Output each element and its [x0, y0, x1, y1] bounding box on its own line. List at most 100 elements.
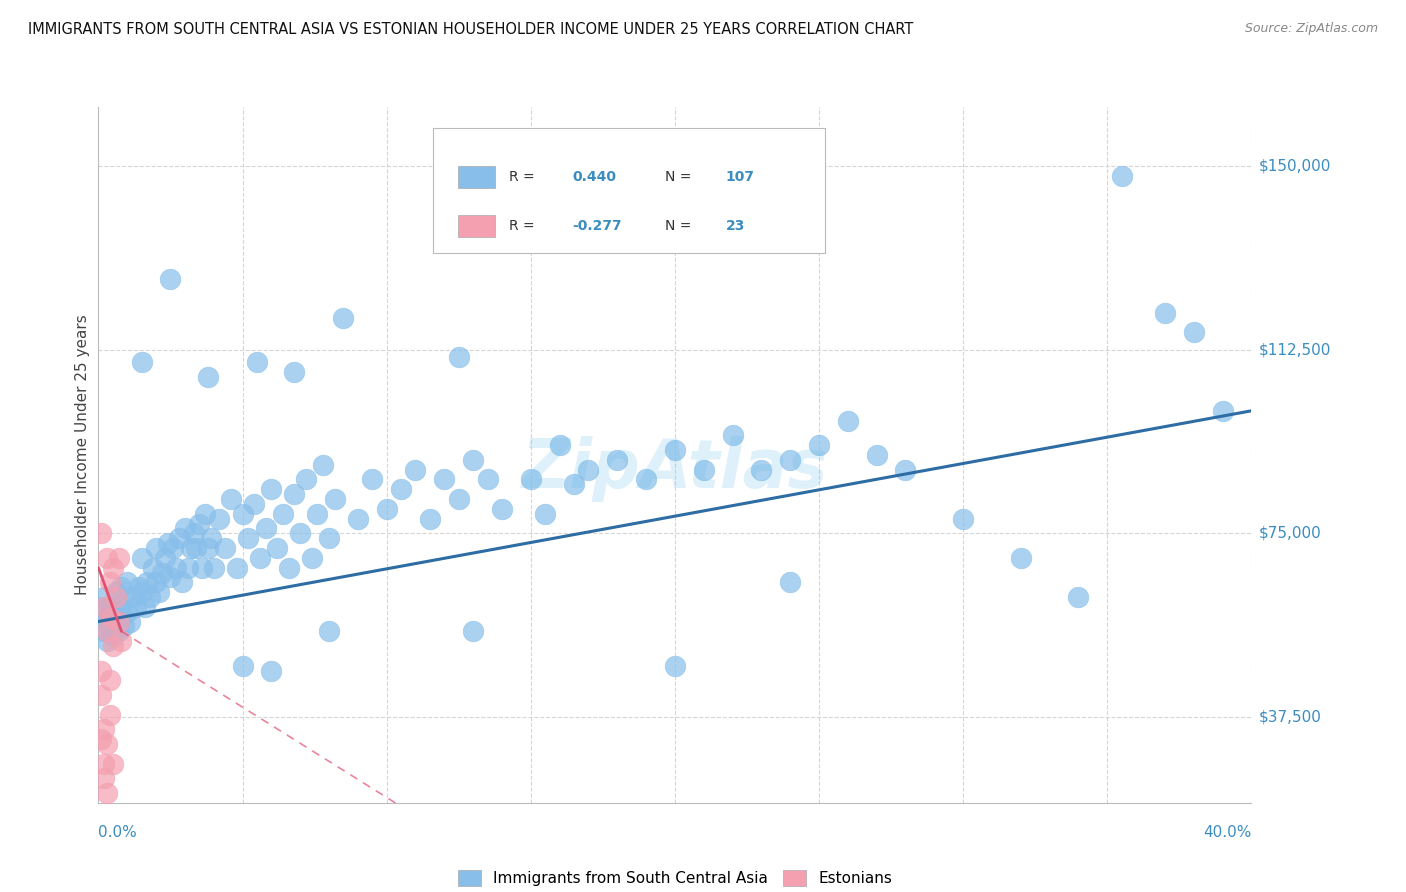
Point [150, 566, 173, 580]
Point [120, 615, 142, 629]
Point [107, 599, 129, 614]
Point [419, 511, 441, 525]
Point [98, 609, 121, 624]
Point [231, 658, 254, 673]
Point [104, 615, 127, 629]
Point [534, 507, 557, 521]
Point [200, 531, 222, 545]
Point [107, 615, 129, 629]
Text: 0.0%: 0.0% [98, 825, 138, 840]
Point [96, 786, 118, 800]
Point [101, 560, 124, 574]
FancyBboxPatch shape [433, 128, 825, 253]
Point [93, 723, 115, 737]
Point [664, 443, 686, 458]
Point [145, 575, 167, 590]
Point [208, 511, 231, 525]
Point [96, 634, 118, 648]
Text: ZipAtlas: ZipAtlas [522, 436, 828, 502]
Text: R =: R = [509, 170, 534, 184]
Point [548, 438, 571, 452]
Point [636, 472, 658, 486]
Point [93, 756, 115, 771]
Point [145, 541, 167, 555]
Point [693, 462, 716, 476]
Point [104, 585, 127, 599]
Point [721, 428, 744, 442]
Point [751, 462, 773, 476]
Point [153, 550, 176, 565]
Point [112, 595, 135, 609]
Point [98, 575, 121, 590]
Point [578, 462, 600, 476]
Point [295, 472, 318, 486]
Point [90, 732, 112, 747]
Legend: Immigrants from South Central Asia, Estonians: Immigrants from South Central Asia, Esto… [451, 864, 898, 892]
Point [197, 541, 219, 555]
Point [194, 507, 217, 521]
Point [110, 634, 132, 648]
Point [520, 472, 543, 486]
Point [131, 355, 153, 369]
Point [104, 590, 127, 604]
Point [110, 609, 132, 624]
Point [271, 507, 294, 521]
Point [90, 526, 112, 541]
Text: 107: 107 [725, 170, 755, 184]
Point [375, 501, 398, 516]
Point [346, 511, 368, 525]
Point [93, 599, 115, 614]
Point [254, 521, 277, 535]
FancyBboxPatch shape [458, 215, 495, 237]
Point [170, 575, 193, 590]
Point [323, 491, 346, 506]
Point [283, 365, 305, 379]
Y-axis label: Householder Income Under 25 years: Householder Income Under 25 years [75, 315, 90, 595]
Point [93, 624, 115, 639]
FancyBboxPatch shape [458, 166, 495, 188]
Point [191, 560, 214, 574]
Text: 0.440: 0.440 [572, 170, 616, 184]
Point [277, 560, 299, 574]
Point [283, 487, 305, 501]
Point [186, 541, 208, 555]
Point [101, 605, 124, 619]
Point [214, 541, 236, 555]
Point [1182, 326, 1205, 340]
Point [249, 550, 271, 565]
Point [107, 550, 129, 565]
Text: IMMIGRANTS FROM SOUTH CENTRAL ASIA VS ESTONIAN HOUSEHOLDER INCOME UNDER 25 YEARS: IMMIGRANTS FROM SOUTH CENTRAL ASIA VS ES… [28, 22, 914, 37]
Point [197, 369, 219, 384]
Point [96, 624, 118, 639]
Point [312, 458, 335, 472]
Point [98, 619, 121, 633]
Point [779, 575, 801, 590]
Point [405, 462, 427, 476]
Point [139, 590, 162, 604]
Point [433, 472, 456, 486]
Point [1010, 550, 1032, 565]
Point [136, 575, 159, 590]
Point [93, 590, 115, 604]
Point [318, 531, 340, 545]
Text: N =: N = [665, 170, 690, 184]
Point [98, 599, 121, 614]
Point [134, 599, 156, 614]
Point [159, 570, 181, 584]
Point [125, 599, 148, 614]
Point [243, 497, 266, 511]
Point [290, 526, 312, 541]
Point [101, 756, 124, 771]
Point [98, 673, 121, 688]
Point [231, 507, 254, 521]
Point [159, 271, 181, 285]
Text: $75,000: $75,000 [1258, 525, 1322, 541]
Point [96, 550, 118, 565]
Point [807, 438, 830, 452]
Point [107, 624, 129, 639]
Point [894, 462, 917, 476]
Point [301, 550, 323, 565]
Point [837, 414, 859, 428]
Point [122, 590, 145, 604]
Point [101, 639, 124, 653]
